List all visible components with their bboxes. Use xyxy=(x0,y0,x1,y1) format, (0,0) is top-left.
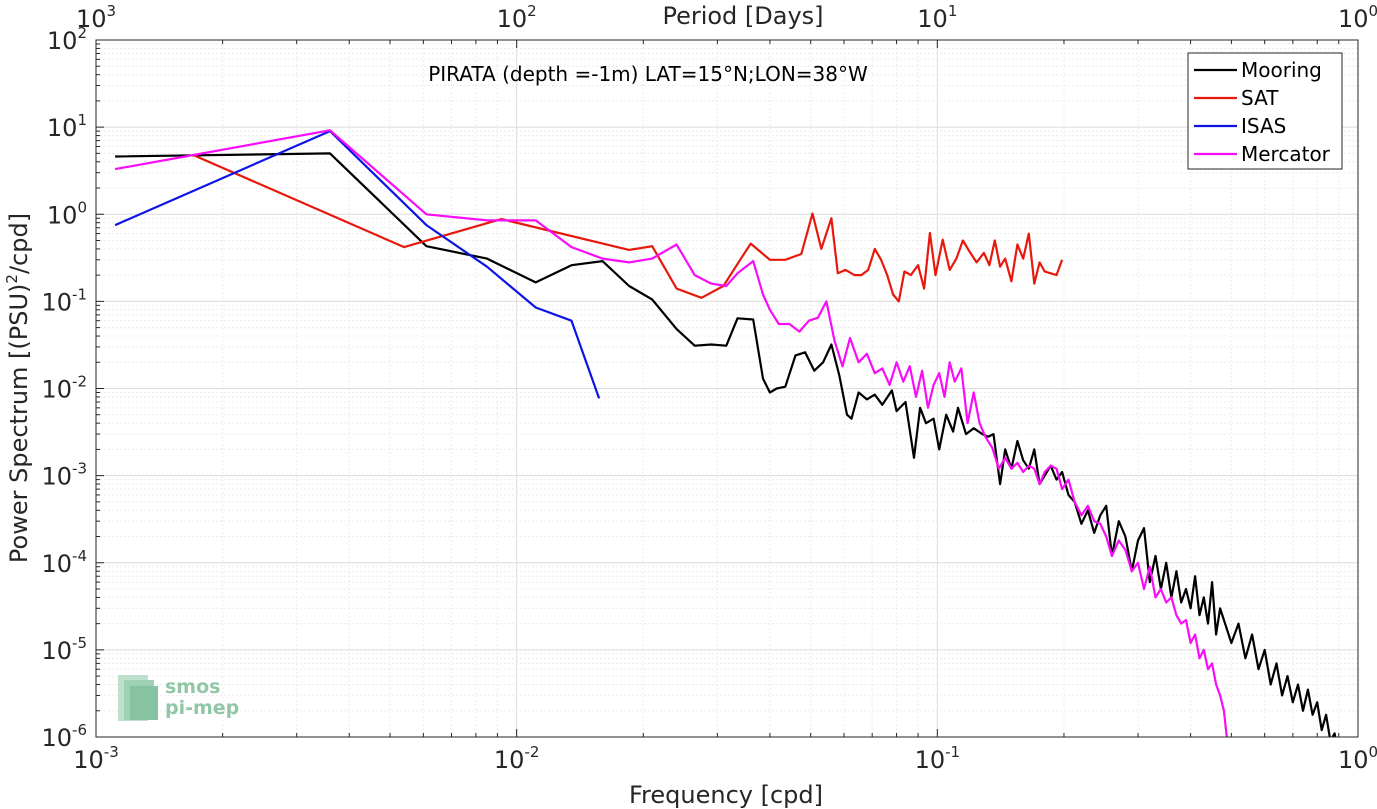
logo-line-1: smos xyxy=(165,676,220,698)
chart-title: PIRATA (depth =-1m) LAT=15°N;LON=38°W xyxy=(428,62,868,86)
y-tick-label-base: 10 xyxy=(41,463,72,491)
x2-tick-label: 100 xyxy=(1338,2,1377,33)
x-axis-title: Frequency [cpd] xyxy=(629,781,823,809)
smos-pimep-logo: smos pi-mep xyxy=(118,675,239,721)
series-layer xyxy=(114,129,1337,737)
x-tick-label-base: 10 xyxy=(494,746,525,774)
x2-tick-label-base: 10 xyxy=(917,5,948,33)
x-tick-label-exponent: -3 xyxy=(104,743,119,761)
y-tick-label-exponent: 0 xyxy=(77,198,87,216)
x2-tick-label: 102 xyxy=(497,2,537,33)
x2-tick-label-exponent: 3 xyxy=(107,2,117,20)
y-axis-title-pre: Power Spectrum [(PSU) xyxy=(5,284,33,563)
y-axis-title-post: /cpd] xyxy=(5,213,33,274)
y-tick-label-base: 10 xyxy=(41,637,72,665)
y-tick-label-exponent: -1 xyxy=(72,285,87,303)
logo-line-2: pi-mep xyxy=(165,697,239,719)
y-tick-label-base: 10 xyxy=(41,724,72,752)
y-tick-label-base: 10 xyxy=(41,376,72,404)
y-tick-label: 10-2 xyxy=(41,373,87,404)
x2-tick-label-exponent: 1 xyxy=(948,2,958,20)
x-tick-label-base: 10 xyxy=(915,746,946,774)
x-tick-label: 10-1 xyxy=(915,743,961,774)
y-tick-label-exponent: 2 xyxy=(77,24,87,42)
y-axis-title-sup: 2 xyxy=(3,274,21,284)
y-tick-label-base: 10 xyxy=(41,288,72,316)
x-tick-label: 100 xyxy=(1338,743,1377,774)
y-tick-label-base: 10 xyxy=(47,114,78,142)
x-tick-label: 10-3 xyxy=(73,743,119,774)
series-line-sat xyxy=(192,153,1064,303)
x-tick-label: 10-2 xyxy=(494,743,540,774)
x-tick-label-exponent: -2 xyxy=(524,743,539,761)
x2-tick-label-exponent: 0 xyxy=(1369,2,1377,20)
legend-label-mooring: Mooring xyxy=(1241,58,1322,82)
x-tick-label-base: 10 xyxy=(1338,746,1369,774)
x-tick-label-exponent: 0 xyxy=(1369,743,1377,761)
y-tick-label: 10-6 xyxy=(41,721,87,752)
x-tick-label-exponent: -1 xyxy=(945,743,960,761)
y-tick-label-base: 10 xyxy=(47,27,78,55)
x-tick-label-base: 10 xyxy=(73,746,104,774)
y-tick-label: 10-1 xyxy=(41,285,87,316)
x2-tick-label: 103 xyxy=(76,2,116,33)
y-tick-label-exponent: 1 xyxy=(77,111,87,129)
y-axis-title: Power Spectrum [(PSU)2/cpd] xyxy=(3,213,33,563)
legend-box xyxy=(1187,52,1343,170)
y-tick-label: 10-4 xyxy=(41,547,87,578)
x2-tick-label-base: 10 xyxy=(76,5,107,33)
y-tick-label: 100 xyxy=(47,198,87,229)
x2-tick-label-exponent: 2 xyxy=(527,2,537,20)
y-tick-label: 102 xyxy=(47,24,87,55)
y-tick-label-base: 10 xyxy=(47,201,78,229)
y-tick-label-exponent: -3 xyxy=(72,460,87,478)
x2-tick-label-base: 10 xyxy=(1338,5,1369,33)
y-tick-label-exponent: -2 xyxy=(72,373,87,391)
legend-label-isas: ISAS xyxy=(1241,114,1286,138)
y-tick-label-exponent: -5 xyxy=(72,634,87,652)
legend-label-mercator: Mercator xyxy=(1241,142,1331,166)
logo-mark xyxy=(118,675,158,721)
y-tick-label: 10-3 xyxy=(41,460,87,491)
series-line-mercator xyxy=(114,129,1228,737)
legend-label-sat: SAT xyxy=(1241,86,1279,110)
x2-tick-label: 101 xyxy=(917,2,957,33)
x2-axis-title: Period [Days] xyxy=(662,2,823,30)
grid xyxy=(95,40,1358,738)
y-tick-label-exponent: -6 xyxy=(72,721,87,739)
y-tick-label: 10-5 xyxy=(41,634,87,665)
y-tick-label: 101 xyxy=(47,111,87,142)
x2-tick-label-base: 10 xyxy=(497,5,528,33)
legend: Mooring SAT ISAS Mercator xyxy=(1187,52,1343,170)
y-tick-label-base: 10 xyxy=(41,550,72,578)
y-tick-label-exponent: -4 xyxy=(72,547,87,565)
